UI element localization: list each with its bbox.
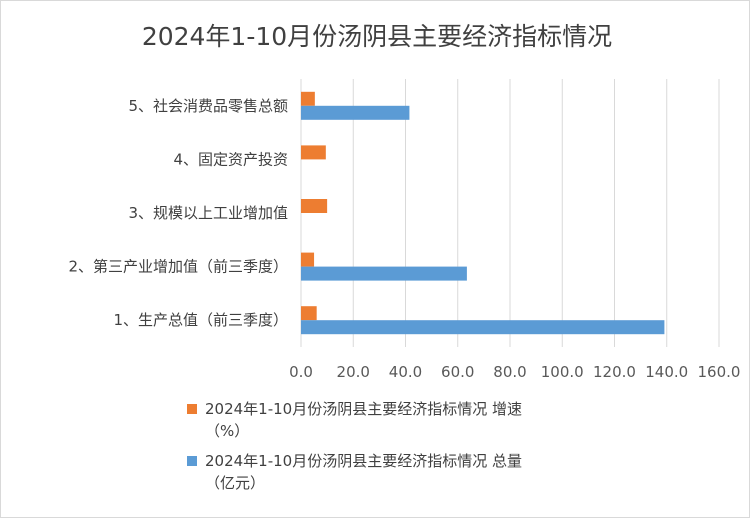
x-tick-label: 40.0 — [389, 363, 422, 381]
legend-label: 2024年1-10月份汤阴县主要经济指标情况 增速（%） — [205, 400, 522, 440]
category-labels: 1、生产总值（前三季度） 2、第三产业增加值（前三季度） 3、规模以上工业增加值 4、… — [68, 97, 288, 329]
legend-swatch — [187, 456, 197, 466]
bar-growth — [301, 145, 326, 160]
legend-label: 2024年1-10月份汤阴县主要经济指标情况 总量（亿元） — [205, 452, 522, 492]
x-tick-label: 120.0 — [593, 363, 636, 381]
x-tick-label: 100.0 — [541, 363, 584, 381]
bar-total — [301, 266, 467, 281]
x-axis-ticks: 0.0 20.0 40.0 60.0 80.0 100.0 120.0 140.0 160.0 — [289, 363, 740, 381]
category-label: 2、第三产业增加值（前三季度） — [68, 258, 288, 276]
bars — [301, 91, 665, 335]
legend-swatch — [187, 404, 197, 414]
x-tick-label: 160.0 — [698, 363, 741, 381]
bar-total — [301, 105, 410, 120]
category-label: 3、规模以上工业增加值 — [128, 204, 288, 222]
bar-growth — [301, 252, 315, 267]
bar-growth — [301, 91, 315, 106]
bar-growth — [301, 306, 317, 321]
category-label: 4、固定资产投资 — [173, 150, 288, 168]
x-tick-label: 20.0 — [337, 363, 370, 381]
chart-title: 2024年1-10月份汤阴县主要经济指标情况 — [142, 22, 612, 51]
gridlines — [300, 79, 720, 347]
bar-growth — [301, 199, 328, 213]
category-label: 1、生产总值（前三季度） — [113, 311, 288, 329]
x-tick-label: 140.0 — [645, 363, 688, 381]
legend: 2024年1-10月份汤阴县主要经济指标情况 增速（%） 2024年1-10月份汤… — [187, 400, 522, 492]
x-tick-label: 60.0 — [441, 363, 474, 381]
category-label: 5、社会消费品零售总额 — [128, 97, 288, 115]
x-tick-label: 0.0 — [289, 363, 313, 381]
bar-total — [301, 320, 665, 335]
x-tick-label: 80.0 — [493, 363, 526, 381]
